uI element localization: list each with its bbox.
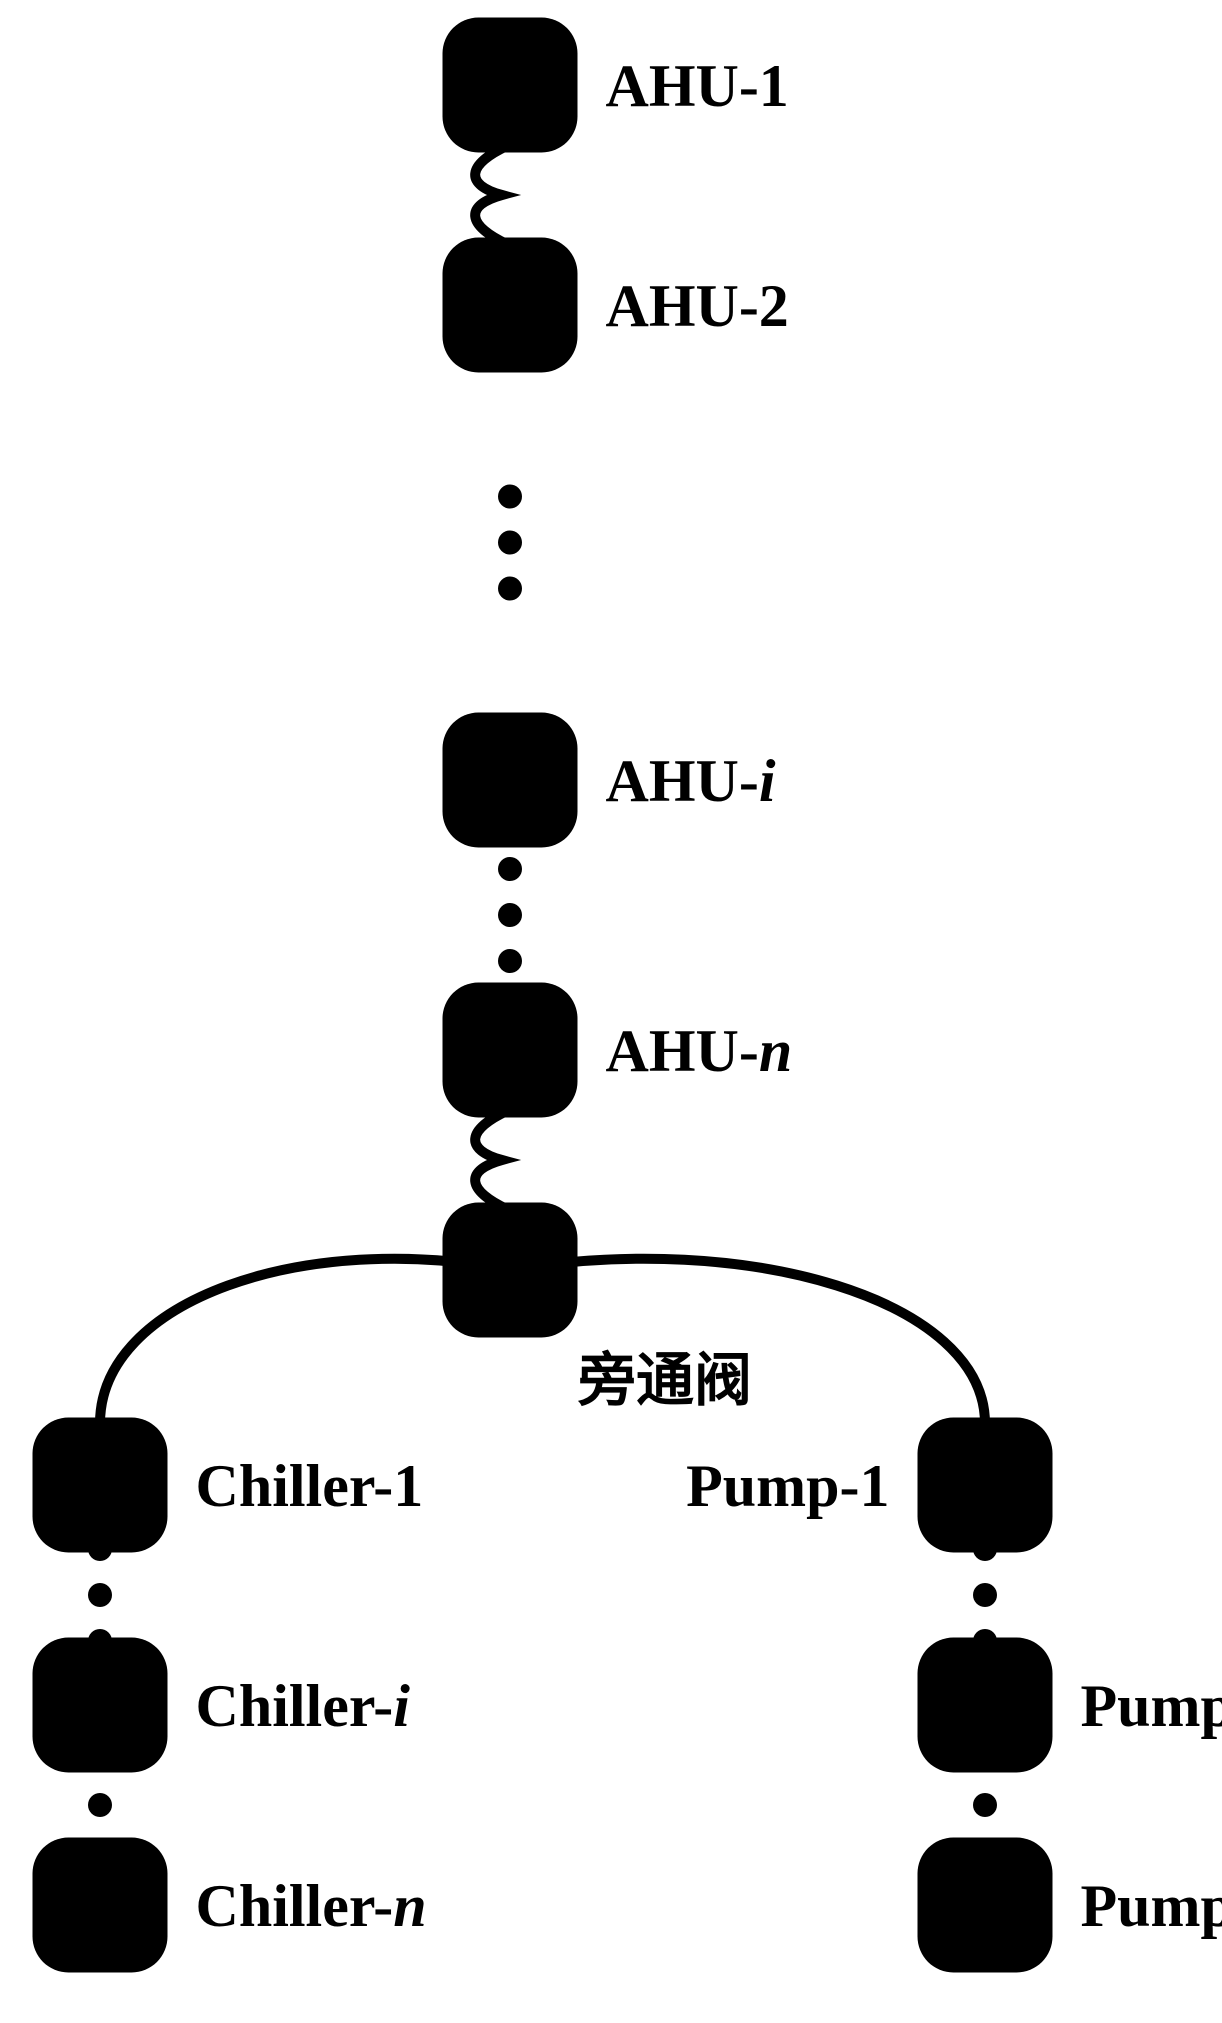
ahu-n-label: AHU-n [606,1018,793,1084]
hvac-network-diagram: AHU-1 AHU-2 AHU-i AHU-n 旁通阀 Chiller-1 Chiller-… [0,0,1222,2023]
pump-n [918,1838,1053,1973]
chiller-n-label: Chiller-n [196,1873,427,1939]
edge-ahu-n-bypass-valve [475,1110,510,1211]
ahu-n [443,983,578,1118]
bypass-valve [443,1203,578,1338]
pump-1 [918,1418,1053,1553]
ahu-i [443,713,578,848]
ahu-i-label: AHU-i [606,748,776,814]
ahu-2 [443,238,578,373]
vdots-chiller-1-chiller-i [88,1537,112,1653]
pump-n-label: Pump-n [1081,1873,1222,1939]
vdots-ahu-2-ahu-i [498,485,522,601]
vdots-pump-1-pump-i [973,1537,997,1653]
chiller-1-label: Chiller-1 [196,1453,424,1519]
vdots-ahu-i-ahu-n [498,857,522,973]
pump-i [918,1638,1053,1773]
chiller-i-label: Chiller-i [196,1673,411,1739]
pump-1-label: Pump-1 [686,1453,889,1519]
ahu-2-label: AHU-2 [606,273,789,339]
ahu-1 [443,18,578,153]
chiller-i [33,1638,168,1773]
ahu-1-label: AHU-1 [606,53,789,119]
bypass-valve-label: 旁通阀 [577,1348,752,1413]
chiller-1 [33,1418,168,1553]
edge-ahu-1-ahu-2 [475,145,510,246]
nodes: AHU-1 AHU-2 AHU-i AHU-n 旁通阀 Chiller-1 Chiller-… [33,18,1222,1973]
chiller-n [33,1838,168,1973]
pump-i-label: Pump-i [1081,1673,1222,1739]
